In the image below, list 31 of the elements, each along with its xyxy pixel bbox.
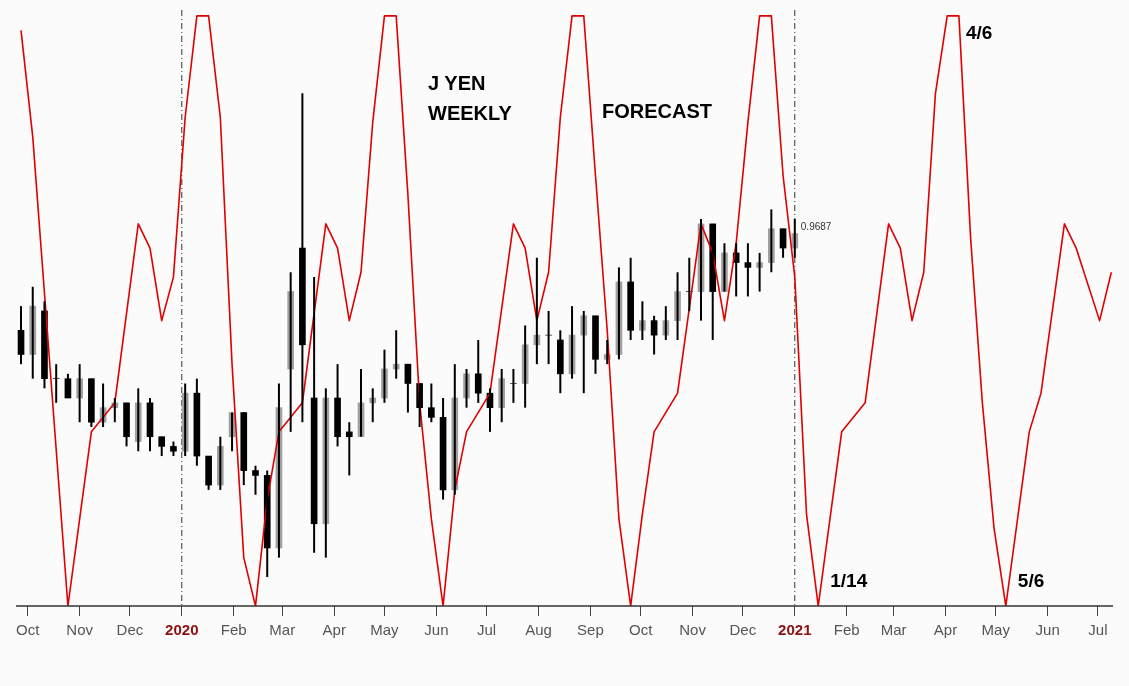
annotation: 5/6 [1017,570,1045,592]
x-tick-label: Apr [933,621,958,639]
x-tick-label: Oct [629,621,654,639]
annotation: 1/14 [830,570,868,592]
chart-title: J YEN WEEKLY [428,71,513,126]
x-tick-label: Mar [880,621,907,639]
x-tick-label: Dec [729,621,757,639]
x-tick-label: 2021 [778,621,812,639]
x-tick-label: Nov [679,621,707,639]
annotation: 4/6 [965,22,993,44]
x-tick-label: Jul [1088,621,1108,639]
candlestick [685,256,693,312]
x-tick-label: Feb [833,621,860,639]
candlestick [510,367,517,404]
annotation: 0.9687 [800,221,832,233]
x-tick-label: Jun [424,621,449,639]
x-tick-label: 2020 [165,621,199,639]
x-tick-label: Aug [525,621,552,639]
x-tick-label: Jul [477,621,497,639]
x-tick-label: Nov [66,621,94,639]
x-tick-label: Oct [16,621,41,639]
x-tick-label: Jun [1035,621,1060,639]
x-tick-label: Sep [577,621,604,639]
x-tick-label: Feb [220,621,247,639]
x-tick-label: May [370,621,400,639]
x-tick-label: Mar [269,621,296,639]
annotation: FORECAST [602,100,712,123]
x-tick-label: Dec [116,621,144,639]
x-tick-label: Apr [322,621,346,639]
x-tick-label: May [981,621,1011,639]
candlestick [52,363,60,404]
